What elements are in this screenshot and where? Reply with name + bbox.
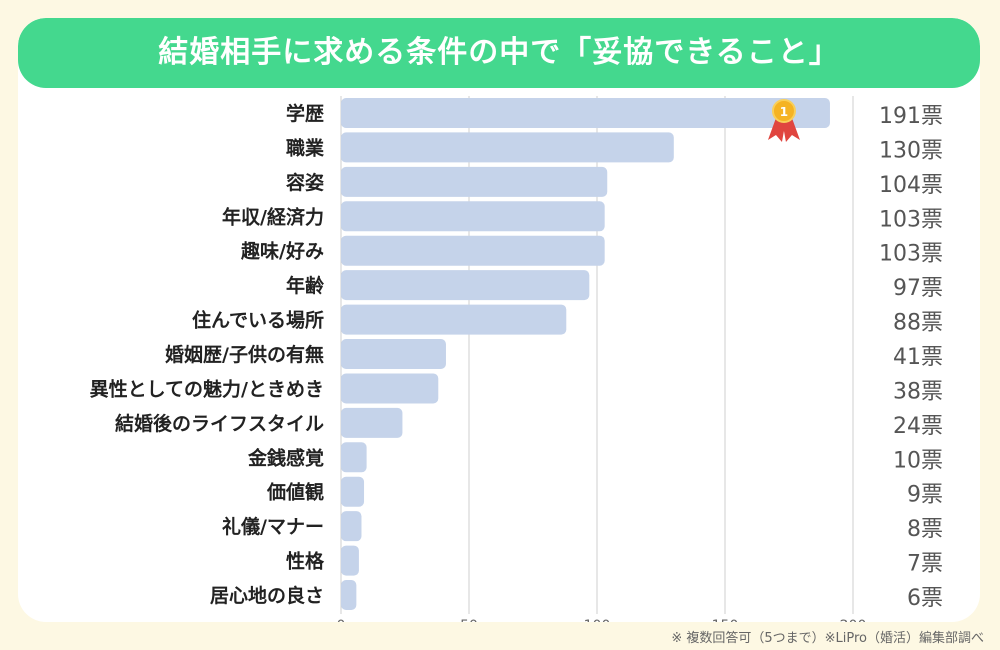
x-tick-label: 100 [584, 618, 611, 622]
bar [341, 304, 567, 335]
value-label: 191票 [879, 104, 943, 129]
value-label: 88票 [893, 311, 943, 336]
footer-note: ※ 複数回答可（5つまで）※LiPro（婚活）編集部調べ [671, 631, 984, 646]
bar [341, 580, 357, 611]
value-label: 9票 [907, 483, 943, 508]
gold-medal-icon [771, 99, 796, 123]
x-tick-label: 200 [840, 618, 867, 622]
category-label: 異性としての魅力/ときめき [90, 377, 324, 400]
category-label: 婚姻歴/子供の有無 [165, 343, 324, 366]
x-tick-label: 0 [337, 618, 346, 622]
category-label: 住んでいる場所 [192, 309, 324, 332]
category-label: 金銭感覚 [247, 446, 324, 469]
value-label: 7票 [907, 552, 943, 577]
value-label: 130票 [879, 138, 943, 163]
category-label: 価値観 [266, 481, 324, 504]
bar [341, 407, 403, 438]
x-tick-label: 50 [460, 618, 478, 622]
bar [341, 201, 605, 232]
category-label: 結婚後のライフスタイル [115, 412, 324, 435]
category-label: 容姿 [286, 171, 324, 194]
value-label: 104票 [879, 173, 943, 198]
bar [341, 373, 439, 404]
bar [341, 442, 367, 473]
bar [341, 132, 674, 163]
value-label: 24票 [893, 414, 943, 439]
value-label: 103票 [879, 207, 943, 232]
bar [341, 476, 365, 507]
value-label: 103票 [879, 242, 943, 267]
chart-title: 結婚相手に求める条件の中で「妥協できること」 [18, 18, 980, 88]
medal-ribbon-right [781, 118, 800, 142]
value-label: 8票 [907, 517, 943, 542]
medal-ribbon-left [767, 118, 786, 142]
bar [341, 545, 359, 576]
category-label: 職業 [286, 136, 325, 159]
bar [341, 339, 446, 370]
value-label: 38票 [893, 379, 943, 404]
value-label: 10票 [893, 448, 943, 473]
bar [341, 511, 362, 542]
category-label: 居心地の良さ [210, 584, 324, 607]
chart-card: 結婚相手に求める条件の中で「妥協できること」 0 50 100 150 200 学歴 191… [18, 18, 980, 622]
category-label: 学歴 [286, 102, 324, 125]
category-label: 年収/経済力 [222, 205, 324, 228]
medal-rank-text: 1 [780, 105, 788, 119]
bar [341, 270, 590, 301]
bar [341, 166, 608, 197]
category-label: 年齢 [286, 274, 325, 297]
bar [341, 235, 605, 266]
category-label: 性格 [286, 550, 325, 573]
category-label: 礼儀/マナー [222, 515, 324, 538]
x-tick-label: 150 [712, 618, 739, 622]
value-label: 6票 [907, 586, 943, 611]
value-label: 97票 [893, 276, 943, 301]
value-label: 41票 [893, 345, 943, 370]
category-label: 趣味/好み [240, 240, 324, 263]
bar [341, 98, 830, 128]
